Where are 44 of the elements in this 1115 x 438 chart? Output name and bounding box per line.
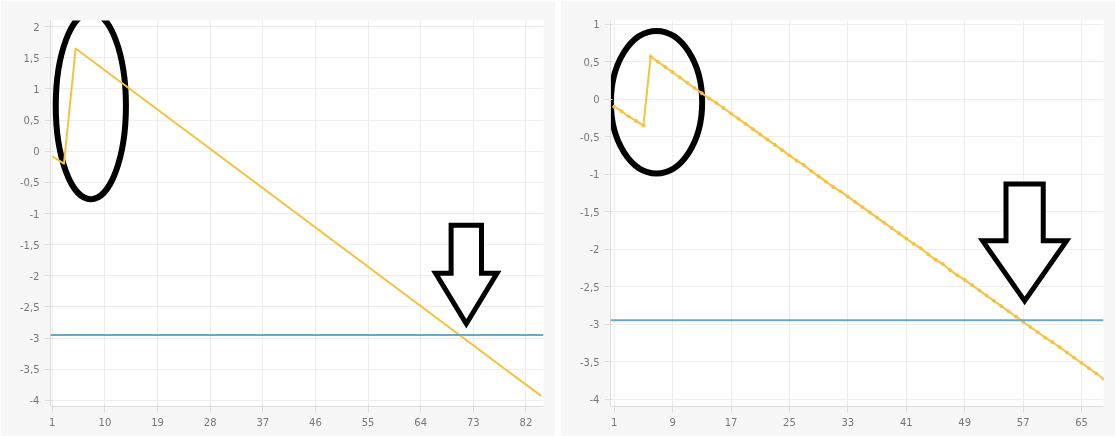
- y-tick-label: -2,5: [579, 281, 600, 293]
- y-tick-label: -1,5: [19, 239, 40, 251]
- x-tick-label: 65: [1075, 416, 1088, 428]
- x-tick-label: 19: [151, 416, 164, 428]
- line-series: [51, 47, 543, 397]
- x-tick-label: 9: [669, 416, 676, 428]
- y-tick-label: -0,5: [579, 131, 600, 143]
- x-tick-label: 37: [256, 416, 270, 428]
- x-tick-label: 28: [203, 416, 217, 428]
- x-tick-label: 57: [1016, 416, 1030, 428]
- x-tick-label: 49: [958, 416, 972, 428]
- x-tick-label: 55: [361, 416, 375, 428]
- y-tick-label: 1: [593, 19, 600, 31]
- y-tick-label: -2: [29, 270, 40, 282]
- y-tick-label: -4: [29, 395, 40, 407]
- y-tick-label: -3: [29, 333, 40, 345]
- y-tick-label: -2,5: [19, 301, 40, 313]
- x-tick-label: 41: [899, 416, 913, 428]
- x-tick-label: 64: [414, 416, 428, 428]
- y-tick-label: -0,5: [19, 177, 40, 189]
- y-tick-label: -3: [589, 319, 600, 331]
- y-tick-label: -3,5: [19, 364, 40, 376]
- x-tick-label: 33: [841, 416, 855, 428]
- x-tick-label: 1: [610, 416, 618, 428]
- y-tick-label: 0: [593, 94, 600, 106]
- y-tick-label: -4: [589, 394, 600, 405]
- y-tick-label: -3,5: [579, 356, 600, 368]
- y-tick-label: -1: [589, 169, 600, 181]
- y-tick-label: 0: [33, 146, 40, 158]
- x-tick-label: 73: [466, 416, 480, 428]
- x-tick-label: 17: [724, 416, 738, 428]
- x-tick-label: 1: [49, 416, 56, 428]
- x-tick-label: 46: [309, 416, 322, 428]
- y-tick-label: 0,5: [583, 56, 600, 68]
- y-tick-label: -1,5: [579, 206, 600, 218]
- y-tick-label: 0,5: [23, 115, 40, 127]
- x-tick-label: 82: [519, 416, 533, 428]
- y-tick-label: 2: [33, 21, 40, 33]
- x-tick-label: 10: [98, 416, 112, 428]
- y-tick-label: 1,5: [23, 52, 40, 64]
- y-tick-label: -1: [29, 208, 40, 220]
- x-tick-label: 25: [783, 416, 796, 428]
- y-tick-label: -2: [589, 244, 600, 256]
- y-tick-label: 1: [33, 83, 40, 95]
